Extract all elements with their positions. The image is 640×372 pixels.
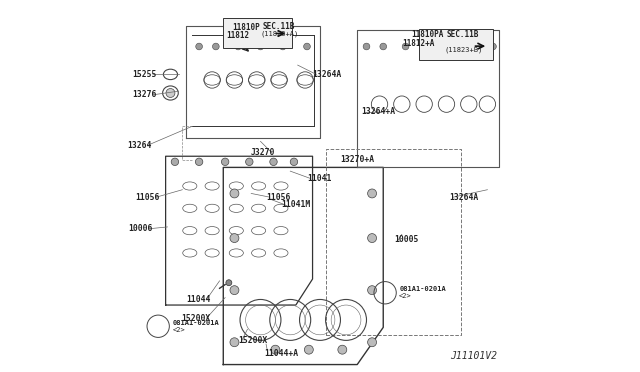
Text: 11056: 11056: [136, 193, 160, 202]
Circle shape: [303, 43, 310, 50]
Circle shape: [402, 43, 409, 50]
Circle shape: [271, 345, 280, 354]
FancyBboxPatch shape: [223, 18, 292, 48]
Circle shape: [380, 43, 387, 50]
Text: 11812+A: 11812+A: [402, 39, 434, 48]
Text: 10006: 10006: [128, 224, 152, 233]
Text: 11041M: 11041M: [281, 200, 310, 209]
Circle shape: [230, 234, 239, 243]
Circle shape: [235, 43, 241, 50]
Text: SEC.11B: SEC.11B: [262, 22, 294, 31]
Text: 13276: 13276: [132, 90, 156, 99]
Text: 13264A: 13264A: [312, 70, 342, 79]
Circle shape: [424, 43, 431, 50]
Text: 10005: 10005: [394, 235, 419, 244]
Text: 13264+A: 13264+A: [361, 107, 395, 116]
Circle shape: [367, 189, 376, 198]
Circle shape: [221, 158, 229, 166]
Circle shape: [490, 43, 497, 50]
Circle shape: [230, 338, 239, 347]
Circle shape: [280, 43, 286, 50]
Circle shape: [363, 43, 370, 50]
Text: <2>: <2>: [399, 294, 412, 299]
Text: 081A1-0201A: 081A1-0201A: [399, 286, 446, 292]
Circle shape: [230, 189, 239, 198]
Text: 11810P: 11810P: [232, 23, 260, 32]
Circle shape: [172, 158, 179, 166]
Text: 11056: 11056: [266, 193, 291, 202]
Circle shape: [291, 158, 298, 166]
Circle shape: [305, 345, 314, 354]
Circle shape: [212, 43, 219, 50]
Circle shape: [257, 43, 264, 50]
Circle shape: [367, 338, 376, 347]
Text: 13264: 13264: [127, 141, 152, 150]
Text: 11044+A: 11044+A: [264, 349, 298, 358]
Text: (11823+A): (11823+A): [260, 31, 299, 38]
Text: 081A1-0201A: 081A1-0201A: [172, 320, 219, 326]
Text: J11101V2: J11101V2: [450, 351, 497, 361]
FancyBboxPatch shape: [419, 29, 493, 60]
Text: 11041: 11041: [307, 174, 332, 183]
Circle shape: [196, 43, 202, 50]
Text: 13264A: 13264A: [449, 193, 479, 202]
Circle shape: [338, 345, 347, 354]
Circle shape: [469, 43, 476, 50]
Text: SEC.11B: SEC.11B: [447, 31, 479, 39]
Text: <2>: <2>: [172, 327, 185, 333]
Text: J3270: J3270: [251, 148, 275, 157]
Text: (11823+B): (11823+B): [445, 47, 483, 54]
Text: 11810PA: 11810PA: [411, 31, 444, 39]
Circle shape: [246, 158, 253, 166]
Circle shape: [447, 43, 454, 50]
Circle shape: [166, 89, 175, 97]
Circle shape: [270, 158, 277, 166]
Circle shape: [195, 158, 203, 166]
Circle shape: [367, 234, 376, 243]
Text: 13270+A: 13270+A: [340, 155, 374, 164]
Text: 11044: 11044: [186, 295, 211, 304]
Circle shape: [230, 286, 239, 295]
Circle shape: [226, 280, 232, 286]
Text: 15200X: 15200X: [238, 336, 268, 345]
Text: 15200X: 15200X: [181, 314, 211, 323]
Text: 15255: 15255: [132, 70, 156, 79]
Text: 11812: 11812: [227, 31, 250, 40]
Circle shape: [367, 286, 376, 295]
